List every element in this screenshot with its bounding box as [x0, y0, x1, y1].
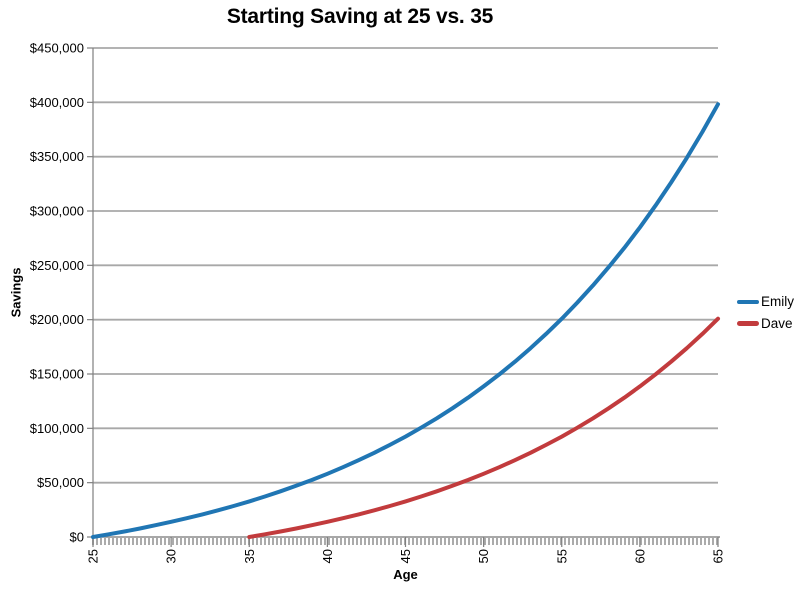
- series-line-dave: [247, 316, 720, 539]
- y-tick-label: $250,000: [30, 258, 84, 273]
- y-tick-label: $100,000: [30, 421, 84, 436]
- x-tick-label: 50: [476, 549, 491, 563]
- legend: Emily Dave: [737, 295, 794, 330]
- y-tick-label: $50,000: [37, 475, 84, 490]
- y-tick-label: $400,000: [30, 95, 84, 110]
- x-tick-label: 65: [711, 549, 726, 563]
- x-tick-label: 30: [164, 549, 179, 563]
- legend-label: Dave: [761, 315, 793, 331]
- x-tick-label: 35: [242, 549, 257, 563]
- legend-item-emily: Emily: [737, 295, 794, 309]
- y-tick-label: $200,000: [30, 312, 84, 327]
- x-tick-label: 45: [398, 549, 413, 563]
- y-tick-label: $0: [70, 530, 84, 545]
- x-axis-title: Age: [393, 567, 418, 582]
- legend-swatch: [737, 321, 759, 326]
- y-tick-label: $450,000: [30, 41, 84, 56]
- y-tick-label: $150,000: [30, 367, 84, 382]
- y-tick-label: $350,000: [30, 149, 84, 164]
- chart-title: Starting Saving at 25 vs. 35: [226, 5, 494, 28]
- legend-label: Emily: [761, 294, 794, 309]
- series-line-emily: [91, 102, 720, 539]
- x-tick-label: 55: [554, 549, 569, 563]
- x-tick-label: 25: [86, 549, 101, 563]
- legend-item-dave: Dave: [737, 315, 794, 331]
- y-tick-label: $300,000: [30, 204, 84, 219]
- legend-swatch: [737, 299, 759, 304]
- y-axis-title: Savings: [9, 268, 24, 318]
- x-tick-label: 60: [632, 549, 647, 563]
- x-tick-label: 40: [320, 549, 335, 563]
